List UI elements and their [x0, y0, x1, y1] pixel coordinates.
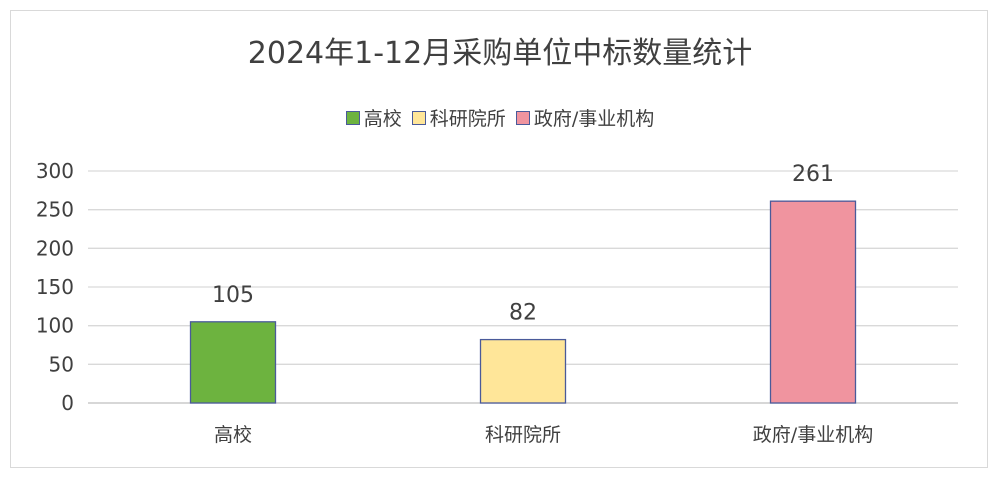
y-tick-label: 50 — [49, 352, 74, 376]
chart-title: 2024年1-12月采购单位中标数量统计 — [247, 36, 753, 71]
legend-label: 政府/事业机构 — [533, 108, 655, 130]
bar — [189, 321, 277, 404]
legend-item-keyan: 科研院所 — [411, 104, 506, 131]
legend-item-zhengfu: 政府/事业机构 — [515, 104, 655, 131]
y-tick-label: 250 — [36, 198, 74, 222]
legend-label: 高校 — [363, 108, 402, 130]
legend-swatch — [345, 110, 360, 125]
data-label: 105 — [212, 283, 254, 308]
legend: 高校 科研院所 政府/事业机构 — [0, 104, 1000, 131]
y-tick-label: 0 — [61, 391, 74, 415]
data-label: 82 — [509, 301, 537, 326]
x-tick-label: 高校 — [214, 424, 252, 446]
y-tick-label: 150 — [36, 275, 74, 299]
y-tick-label: 100 — [36, 314, 74, 338]
bar — [479, 338, 567, 404]
legend-item-gaoxiao: 高校 — [345, 104, 402, 131]
y-tick-label: 200 — [36, 236, 74, 260]
x-tick-label: 科研院所 — [485, 424, 561, 446]
legend-swatch — [411, 110, 426, 125]
x-tick-label: 政府/事业机构 — [753, 424, 873, 446]
bar — [769, 200, 857, 404]
legend-label: 科研院所 — [429, 108, 506, 130]
data-label: 261 — [792, 162, 834, 187]
y-tick-label: 300 — [36, 159, 74, 183]
chart-border — [10, 10, 988, 468]
legend-swatch — [515, 110, 530, 125]
